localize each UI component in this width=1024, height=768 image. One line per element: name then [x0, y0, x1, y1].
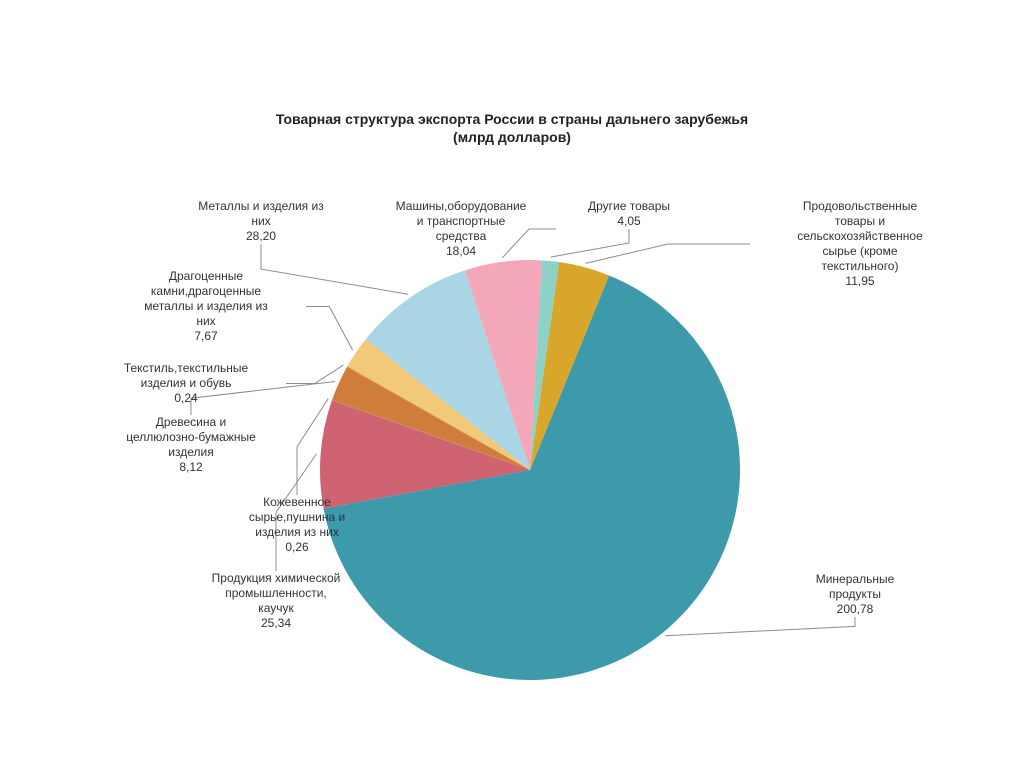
pie-slice-label: Минеральные продукты 200,78 — [780, 572, 930, 617]
pie-slice-label: Текстиль,текстильные изделия и обувь 0,2… — [86, 361, 286, 406]
pie-chart: Другие товары 4,05 Машины,оборудование и … — [0, 0, 1024, 768]
pie-slice-label: Машины,оборудование и транспортные средс… — [366, 199, 556, 259]
leader-line — [551, 229, 629, 257]
leader-line — [286, 365, 344, 383]
pie-slice-label: Кожевенное сырье,пушнина и изделия из ни… — [222, 495, 372, 555]
leader-line — [306, 307, 353, 351]
pie-slice-label: Другие товары 4,05 — [569, 199, 689, 229]
leader-line — [586, 244, 750, 263]
pie-slice-label: Продукция химической промышленности, кау… — [176, 571, 376, 631]
leader-line — [665, 617, 855, 636]
pie-slice-label: Металлы и изделия из них 28,20 — [166, 199, 356, 244]
pie-slice-label: Продовольственные товары и сельскохозяйс… — [750, 199, 970, 289]
pie-slice-label: Драгоценные камни,драгоценные металлы и … — [106, 269, 306, 344]
pie-slice-label: Древесина и целлюлозно-бумажные изделия … — [86, 415, 296, 475]
